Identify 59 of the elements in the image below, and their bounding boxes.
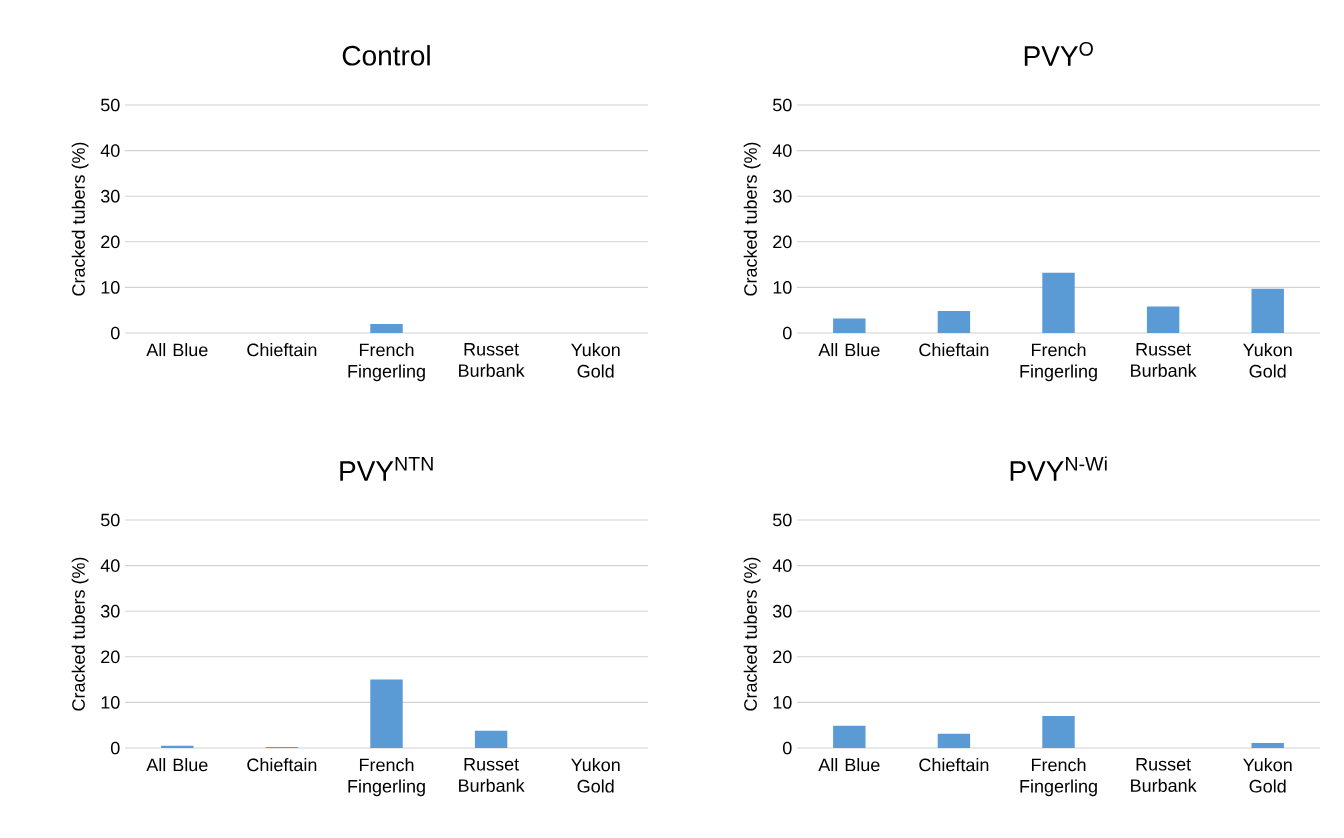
y-tick-label: 30 xyxy=(100,189,120,203)
y-tick-label: 40 xyxy=(100,559,120,572)
y-tick-label: 50 xyxy=(772,513,792,527)
bar xyxy=(833,318,866,334)
chart-title: PVY$^{N-Wi}$ xyxy=(1010,456,1107,481)
y-axis-title: Cracked tubers (%) xyxy=(71,557,89,711)
y-tick-label: 30 xyxy=(772,604,792,618)
x-tick-label: Russet Burbank xyxy=(459,343,525,377)
x-tick-label: Yukon Gold xyxy=(571,343,620,378)
y-tick-label: 30 xyxy=(772,189,792,203)
y-axis-title: Cracked tubers (%) xyxy=(71,142,89,296)
y-tick-label: 50 xyxy=(100,98,120,112)
y-tick-label: 10 xyxy=(101,696,120,709)
x-tick-label: Russet Burbank xyxy=(1131,343,1197,377)
x-tick-label: All Blue xyxy=(818,343,880,357)
x-tick-label: All Blue xyxy=(146,343,208,357)
x-tick-label: French Fingerling xyxy=(1020,758,1097,797)
y-tick-label: 40 xyxy=(772,559,792,572)
x-tick-label: Chieftain xyxy=(247,343,317,357)
x-tick-label: Yukon Gold xyxy=(1243,343,1292,378)
y-tick-label: 50 xyxy=(772,98,792,112)
bar xyxy=(937,311,971,334)
y-tick-label: 0 xyxy=(783,741,792,755)
y-tick-label: 0 xyxy=(110,741,120,755)
x-tick-label: All Blue xyxy=(146,758,208,772)
x-tick-label: French Fingerling xyxy=(348,343,425,382)
bar xyxy=(370,679,403,749)
y-tick-label: 10 xyxy=(773,696,792,709)
x-tick-label: Russet Burbank xyxy=(459,758,525,792)
x-tick-label: Chieftain xyxy=(919,343,989,357)
x-tick-label: Chieftain xyxy=(247,758,317,772)
y-tick-label: 0 xyxy=(110,326,120,340)
bar xyxy=(1146,306,1180,334)
y-tick-label: 40 xyxy=(100,144,120,157)
bar xyxy=(1042,272,1075,334)
y-tick-label: 20 xyxy=(773,235,792,249)
chart-title: PVY$^{NTN}$ xyxy=(340,457,433,481)
y-axis-title: Cracked tubers (%) xyxy=(743,557,761,711)
y-tick-label: 40 xyxy=(772,144,792,157)
y-tick-label: 50 xyxy=(100,513,120,527)
x-tick-label: Chieftain xyxy=(919,758,989,772)
y-tick-label: 30 xyxy=(100,604,120,618)
x-tick-label: French Fingerling xyxy=(1020,343,1097,382)
y-tick-label: 10 xyxy=(101,281,120,294)
y-tick-label: 20 xyxy=(101,235,120,249)
y-tick-label: 0 xyxy=(783,326,792,340)
y-axis-title: Cracked tubers (%) xyxy=(743,142,761,296)
y-tick-label: 20 xyxy=(773,650,792,664)
x-tick-label: All Blue xyxy=(818,758,880,772)
chart-title: Control xyxy=(342,45,430,66)
bar xyxy=(474,730,508,749)
bar xyxy=(1251,288,1284,334)
x-tick-label: Yukon Gold xyxy=(1243,758,1292,793)
y-tick-label: 10 xyxy=(773,281,792,294)
x-tick-label: French Fingerling xyxy=(348,758,425,797)
chart-title: PVY$^{O}$ xyxy=(1024,41,1093,66)
x-tick-label: Russet Burbank xyxy=(1131,758,1197,792)
x-tick-label: Yukon Gold xyxy=(571,758,620,793)
y-tick-label: 20 xyxy=(101,650,120,664)
